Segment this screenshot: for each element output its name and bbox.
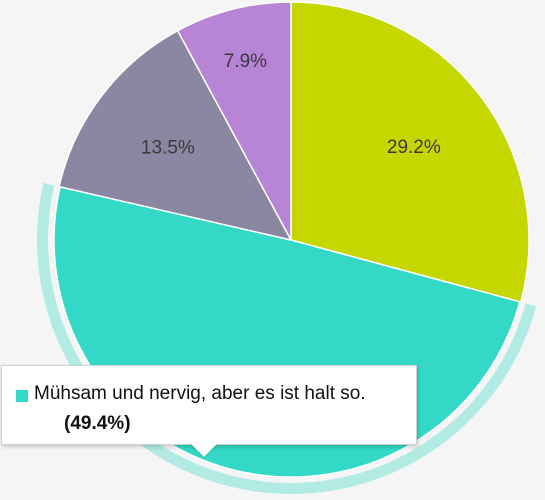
tooltip-pointer bbox=[190, 443, 218, 457]
slice-tooltip: Mühsam und nervig, aber es ist halt so. … bbox=[1, 365, 417, 445]
slice-value-label-0: 29.2% bbox=[387, 137, 441, 158]
tooltip-label: Mühsam und nervig, aber es ist halt so. bbox=[34, 383, 366, 404]
pie-slice-3[interactable] bbox=[176, 1, 292, 241]
tooltip-color-swatch bbox=[16, 390, 28, 402]
slice-value-label-2: 13.5% bbox=[141, 137, 195, 158]
slice-value-label-3: 7.9% bbox=[224, 51, 267, 72]
pie-slice-0[interactable] bbox=[290, 1, 530, 303]
tooltip-value: (49.4%) bbox=[64, 413, 131, 434]
pie-slice-2[interactable] bbox=[58, 29, 293, 242]
